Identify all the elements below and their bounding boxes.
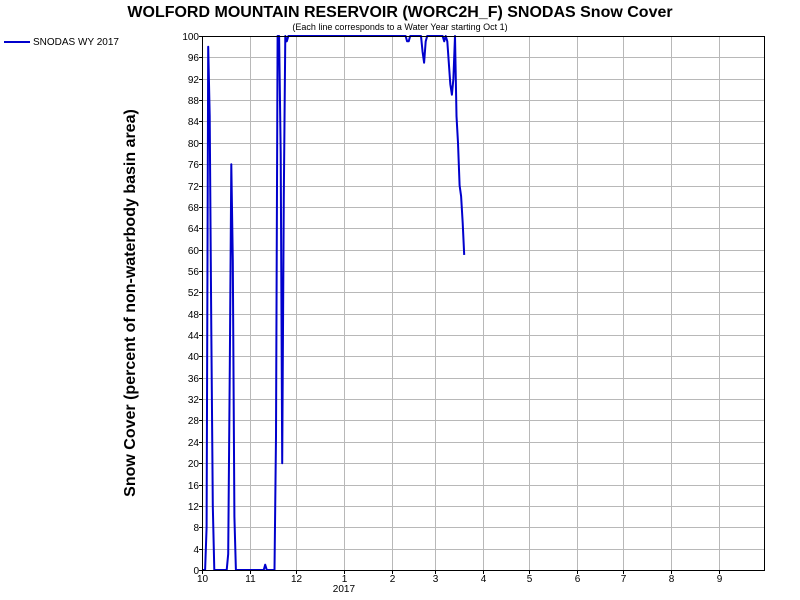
x-tick-label: 3 [433, 574, 439, 585]
x-tick-label: 9 [717, 574, 723, 585]
y-tick-label: 16 [188, 481, 200, 492]
y-tick-label: 48 [188, 310, 200, 321]
y-tick-label: 12 [188, 502, 200, 513]
y-tick-label: 100 [182, 32, 199, 43]
x-tick-label: 11 [245, 574, 256, 585]
x-tick-label: 5 [527, 574, 533, 585]
x-year-label: 2017 [333, 584, 356, 595]
x-tick-label: 1 [342, 574, 348, 585]
y-tick-label: 0 [193, 566, 199, 577]
y-tick-label: 88 [188, 96, 200, 107]
y-tick-label: 44 [188, 331, 200, 342]
y-tick-label: 28 [188, 416, 200, 427]
x-tick-label: 8 [669, 574, 675, 585]
series-lines [202, 35, 466, 571]
y-tick-label: 72 [188, 182, 200, 193]
chart-title: WOLFORD MOUNTAIN RESERVOIR (WORC2H_F) SN… [127, 4, 672, 21]
y-tick-label: 8 [193, 523, 199, 534]
y-tick-label: 68 [188, 203, 200, 214]
x-tick-label: 10 [197, 574, 209, 585]
y-tick-label: 84 [188, 117, 200, 128]
y-tick-label: 20 [188, 459, 200, 470]
y-tick-label: 80 [188, 139, 200, 150]
legend-entry: SNODAS WY 2017 [33, 37, 119, 48]
y-tick-label: 64 [188, 224, 200, 235]
y-tick-label: 96 [188, 53, 200, 64]
x-tick-label: 12 [291, 574, 303, 585]
y-tick-label: 40 [188, 352, 200, 363]
x-tick-label: 4 [481, 574, 487, 585]
y-tick-label: 92 [188, 75, 200, 86]
y-tick-label: 56 [188, 267, 200, 278]
y-tick-labels: 0481216202428323640444852566064687276808… [182, 32, 199, 577]
chart-subtitle: (Each line corresponds to a Water Year s… [292, 22, 507, 32]
y-tick-label: 60 [188, 246, 200, 257]
y-tick-label: 4 [193, 545, 199, 556]
x-tick-label: 6 [575, 574, 581, 585]
y-tick-label: 32 [188, 395, 200, 406]
legend: SNODAS WY 2017 [4, 37, 119, 48]
x-tick-label: 7 [621, 574, 627, 585]
y-tick-label: 76 [188, 160, 200, 171]
y-tick-label: 52 [188, 288, 200, 299]
y-tick-label: 24 [188, 438, 200, 449]
plot-frame [202, 36, 765, 571]
y-axis-label: Snow Cover (percent of non-waterbody bas… [122, 109, 139, 497]
y-tick-label: 36 [188, 374, 200, 385]
series-line-snodas-wy-2017 [202, 35, 466, 571]
x-tick-label: 2 [390, 574, 396, 585]
